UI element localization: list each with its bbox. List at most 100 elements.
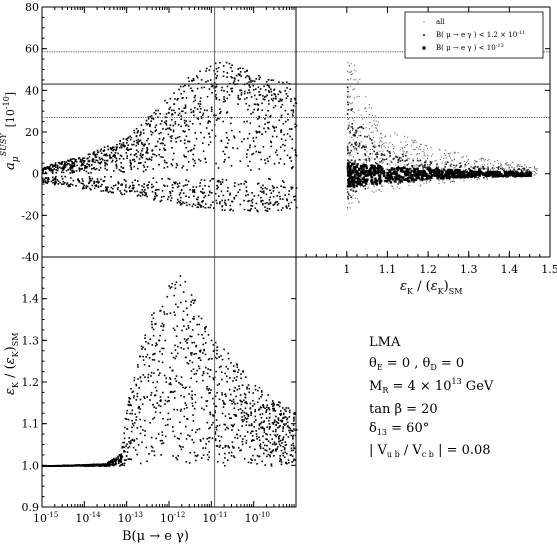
data-point — [130, 148, 132, 150]
data-point — [245, 439, 248, 442]
data-point — [208, 375, 211, 378]
data-point — [515, 171, 519, 174]
data-point — [204, 207, 207, 209]
data-point — [351, 202, 353, 204]
data-point — [202, 454, 205, 456]
data-point — [240, 183, 242, 185]
data-point — [283, 412, 285, 415]
data-point — [282, 436, 285, 438]
data-point — [196, 198, 199, 201]
data-point — [370, 164, 372, 167]
data-point — [191, 89, 193, 92]
data-point — [408, 162, 410, 164]
data-point — [119, 154, 122, 157]
data-point — [272, 407, 274, 410]
data-point — [382, 161, 384, 163]
data-point — [112, 146, 115, 149]
data-point — [357, 145, 360, 148]
data-point — [502, 167, 504, 169]
data-point — [482, 158, 484, 160]
data-point — [258, 168, 261, 170]
data-point — [208, 357, 211, 360]
data-point — [151, 150, 153, 152]
data-point — [482, 166, 484, 168]
data-point — [133, 379, 136, 382]
data-point — [181, 189, 183, 191]
data-point — [102, 464, 105, 467]
data-point — [271, 438, 273, 440]
data-point — [219, 108, 221, 110]
data-point — [230, 117, 233, 119]
data-point — [347, 94, 349, 96]
data-point — [359, 79, 361, 81]
data-point — [200, 349, 202, 352]
data-point — [368, 134, 370, 136]
data-point — [252, 152, 255, 155]
data-point — [351, 143, 353, 146]
data-point — [148, 453, 150, 455]
data-point — [510, 170, 512, 172]
data-point — [144, 434, 146, 437]
data-point — [75, 159, 77, 161]
data-point — [42, 172, 44, 174]
data-point — [245, 376, 247, 378]
data-point — [164, 424, 167, 427]
data-point — [209, 369, 212, 371]
data-point — [212, 177, 215, 180]
data-point — [274, 443, 276, 446]
data-point — [422, 169, 425, 172]
data-point — [367, 156, 369, 158]
data-point — [53, 181, 56, 184]
data-point — [295, 151, 297, 154]
data-point — [228, 446, 230, 449]
data-point — [195, 352, 197, 355]
data-point — [376, 129, 378, 131]
data-point — [246, 417, 249, 420]
data-point — [192, 302, 195, 304]
data-point — [449, 172, 452, 175]
data-point — [137, 378, 139, 380]
data-point — [260, 186, 262, 189]
data-point — [195, 459, 197, 462]
data-point — [162, 324, 165, 326]
data-point — [61, 162, 63, 165]
data-point — [129, 165, 132, 167]
data-point — [423, 161, 426, 164]
data-point — [207, 80, 209, 82]
data-point — [388, 182, 390, 184]
data-point — [353, 133, 356, 136]
data-point — [218, 356, 220, 358]
data-point — [257, 86, 260, 89]
data-point — [266, 207, 269, 210]
data-point — [349, 207, 351, 209]
data-point — [193, 165, 195, 167]
data-point — [233, 196, 236, 199]
data-point — [481, 157, 483, 159]
data-point — [139, 425, 142, 428]
data-point — [182, 165, 185, 167]
data-point — [218, 195, 220, 197]
data-point — [213, 207, 215, 209]
data-point — [101, 157, 103, 160]
data-point — [288, 429, 290, 432]
data-point — [239, 89, 241, 92]
data-point — [169, 135, 172, 138]
data-point — [290, 109, 293, 112]
data-point — [513, 175, 516, 178]
data-point — [111, 458, 114, 461]
data-point — [291, 147, 293, 150]
data-point — [119, 465, 121, 467]
data-point — [267, 407, 270, 409]
data-point — [55, 171, 57, 174]
data-point — [259, 151, 262, 154]
data-point — [433, 170, 437, 174]
data-point — [398, 160, 400, 162]
data-point — [281, 103, 284, 106]
legend-box — [404, 11, 544, 59]
data-point — [295, 206, 298, 209]
data-point — [354, 181, 357, 184]
data-point — [270, 465, 273, 467]
data-point — [148, 143, 150, 145]
data-point — [444, 161, 446, 163]
data-point — [265, 95, 267, 98]
